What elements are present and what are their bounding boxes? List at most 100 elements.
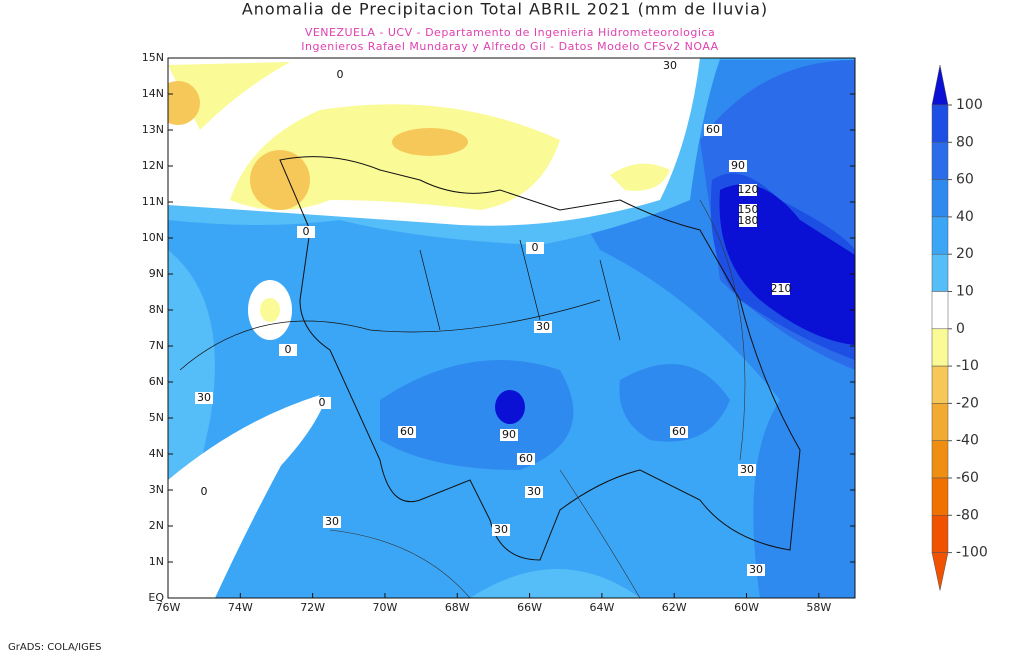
colorbar-label: -100 — [956, 545, 988, 561]
contour-label-box — [526, 242, 544, 254]
contour-label: 0 — [303, 225, 310, 238]
contour-label: 30 — [536, 320, 550, 333]
contour-label-box — [492, 524, 510, 536]
colorbar-label: 60 — [956, 172, 974, 188]
contour-label-box — [297, 226, 315, 238]
lon-label: 66W — [517, 601, 542, 614]
lat-label: EQ — [148, 591, 164, 604]
lat-label: 6N — [149, 375, 164, 388]
lat-label: 8N — [149, 303, 164, 316]
contour-label: 30 — [740, 463, 754, 476]
lat-label: 10N — [142, 231, 164, 244]
contour-label-box — [747, 564, 765, 576]
colorbar-box — [931, 104, 949, 143]
contour-label: 30 — [494, 523, 508, 536]
lat-label: 9N — [149, 267, 164, 280]
lat-label: 1N — [149, 555, 164, 568]
contour-label-box — [670, 426, 688, 438]
lon-label: 60W — [734, 601, 759, 614]
colorbar-box — [931, 477, 949, 516]
contour-label: 120 — [738, 183, 759, 196]
contour-label: 60 — [400, 425, 414, 438]
title: Anomalia de Precipitacion Total ABRIL 20… — [242, 0, 768, 19]
colorbar-triangle — [931, 64, 949, 106]
lon-label: 70W — [373, 601, 398, 614]
contour-label: 30 — [197, 391, 211, 404]
contour-label: 180 — [738, 214, 759, 227]
contour-label-box — [738, 464, 756, 476]
contour-label-box — [323, 516, 341, 528]
colorbar-label: -80 — [956, 507, 979, 523]
contour-label: 60 — [519, 452, 533, 465]
colorbar-label: -10 — [956, 358, 979, 374]
colorbar-label: -20 — [956, 395, 979, 411]
contour-label: 0 — [201, 485, 208, 498]
colorbar-box — [931, 515, 949, 553]
plot-frame — [167, 57, 856, 599]
colorbar-triangle — [931, 552, 949, 591]
colorbar-box — [931, 365, 949, 404]
contour-label: 30 — [325, 515, 339, 528]
contour-label-box — [739, 204, 757, 216]
lat-label: 15N — [142, 51, 164, 64]
anomaly-field — [168, 58, 855, 598]
colorbar-box — [931, 291, 949, 330]
contour-label: 0 — [532, 241, 539, 254]
footer: GrADS: COLA/IGES — [8, 642, 102, 653]
contour-label-box — [195, 392, 213, 404]
colorbar-label: -40 — [956, 433, 979, 449]
lat-label: 12N — [142, 159, 164, 172]
contour-label: 150 — [738, 203, 759, 216]
contour-label-box — [739, 215, 757, 227]
colorbar-label: -60 — [956, 470, 979, 486]
lon-label: 64W — [589, 601, 614, 614]
colorbar-box — [931, 142, 949, 180]
contour-label: 90 — [502, 428, 516, 441]
contour-label-box — [772, 283, 790, 295]
contour-label: 90 — [731, 159, 745, 172]
contour-label-box — [534, 321, 552, 333]
lat-label: 5N — [149, 411, 164, 424]
contour-label: 210 — [771, 282, 792, 295]
contour-label: 30 — [663, 59, 677, 72]
lon-label: 58W — [806, 601, 831, 614]
lat-label: 3N — [149, 483, 164, 496]
lat-label: 11N — [142, 195, 164, 208]
contour-label-box — [500, 429, 518, 441]
contour-label: 0 — [319, 396, 326, 409]
contour-label-box — [739, 184, 757, 196]
colorbar-box — [931, 253, 949, 292]
lat-label: 7N — [149, 339, 164, 352]
colorbar-label: 80 — [956, 134, 974, 150]
contour-label: 0 — [337, 68, 344, 81]
contour-label: 30 — [749, 563, 763, 576]
colorbar-box — [931, 440, 949, 479]
colorbar-label: 20 — [956, 246, 974, 262]
lon-label: 72W — [300, 601, 325, 614]
contour-label-box — [525, 486, 543, 498]
lon-label: 68W — [445, 601, 470, 614]
contour-label-box — [661, 60, 679, 72]
contour-label-box — [398, 426, 416, 438]
colorbar-box — [931, 403, 949, 441]
lat-label: 13N — [142, 123, 164, 136]
subtitle: Ingenieros Rafael Mundaray y Alfredo Gil… — [301, 40, 718, 53]
lat-label: 2N — [149, 519, 164, 532]
colorbar-label: 100 — [956, 97, 983, 113]
colorbar-label: 40 — [956, 209, 974, 225]
lon-label: 76W — [156, 601, 181, 614]
contour-label: 60 — [706, 123, 720, 136]
contour-label-box — [704, 124, 722, 136]
colorbar-label: 10 — [956, 284, 974, 300]
contour-label-box — [729, 160, 747, 172]
contour-label: 30 — [527, 485, 541, 498]
lon-label: 74W — [228, 601, 253, 614]
contour-label: 60 — [672, 425, 686, 438]
contour-label-box — [517, 453, 535, 465]
contour-label-box — [279, 344, 297, 356]
colorbar-label: 0 — [956, 321, 965, 337]
lon-label: 62W — [662, 601, 687, 614]
lat-label: 4N — [149, 447, 164, 460]
